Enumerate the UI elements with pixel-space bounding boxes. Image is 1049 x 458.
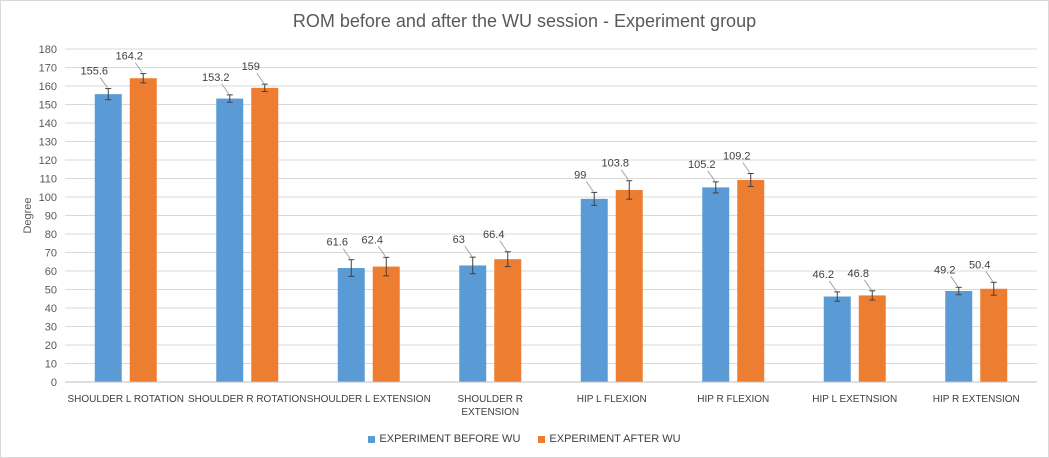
- legend-item-before: EXPERIMENT BEFORE WU: [368, 433, 520, 445]
- y-tick-label: 50: [45, 285, 57, 297]
- x-tick-label: SHOULDER L EXTENSION: [307, 394, 431, 405]
- y-tick-label: 170: [39, 63, 57, 75]
- legend-label-before: EXPERIMENT BEFORE WU: [379, 433, 521, 445]
- bar-after: [615, 189, 643, 382]
- y-tick-label: 90: [45, 211, 57, 223]
- data-label: 164.2: [115, 51, 143, 63]
- bar-before: [216, 98, 244, 382]
- x-tick-label: HIP L EXETNSION: [812, 394, 897, 405]
- bar-after: [129, 78, 157, 382]
- y-tick-label: 10: [45, 359, 57, 371]
- data-label-leader: [742, 162, 751, 173]
- data-label-leader: [499, 240, 508, 252]
- bar-before: [459, 265, 487, 382]
- data-label: 103.8: [601, 158, 629, 170]
- data-label: 153.2: [202, 72, 230, 84]
- data-label: 62.4: [362, 234, 383, 246]
- bar-after: [858, 295, 886, 382]
- y-tick-label: 100: [39, 192, 57, 204]
- bar-before: [337, 268, 365, 382]
- data-label-leader: [985, 270, 994, 282]
- y-tick-label: 60: [45, 266, 57, 278]
- data-label-leader: [828, 280, 837, 292]
- y-tick-label: 110: [39, 174, 57, 186]
- y-axis-label: Degree: [22, 197, 34, 233]
- data-label: 159: [242, 61, 260, 73]
- data-label-leader: [950, 275, 959, 287]
- y-tick-label: 160: [39, 81, 57, 93]
- data-label: 155.6: [80, 66, 108, 78]
- data-label-leader: [620, 169, 629, 181]
- data-label: 99: [574, 169, 586, 181]
- bar-after: [251, 87, 279, 382]
- legend: EXPERIMENT BEFORE WU EXPERIMENT AFTER WU: [1, 433, 1048, 445]
- y-tick-label: 0: [51, 377, 57, 389]
- y-tick-label: 30: [45, 322, 57, 334]
- data-label-leader: [256, 72, 265, 84]
- bar-before: [702, 187, 730, 382]
- bar-after: [494, 259, 522, 382]
- y-tick-label: 150: [39, 100, 57, 112]
- data-label: 61.6: [327, 237, 348, 249]
- legend-item-after: EXPERIMENT AFTER WU: [538, 433, 681, 445]
- x-tick-label: EXTENSION: [461, 407, 519, 418]
- x-tick-label: SHOULDER R ROTATION: [188, 394, 307, 405]
- bar-before: [823, 296, 851, 382]
- data-label: 66.4: [483, 229, 504, 241]
- data-label-leader: [221, 83, 230, 95]
- y-tick-label: 180: [39, 44, 57, 56]
- bar-after: [737, 179, 765, 382]
- y-tick-label: 80: [45, 229, 57, 241]
- y-tick-label: 140: [39, 118, 57, 130]
- bar-after: [980, 288, 1008, 382]
- data-label: 105.2: [688, 159, 716, 171]
- data-label-leader: [377, 246, 386, 257]
- bar-before: [945, 290, 973, 382]
- x-tick-label: SHOULDER R: [457, 394, 523, 405]
- data-label: 49.2: [934, 264, 955, 276]
- y-tick-label: 40: [45, 303, 57, 315]
- data-label: 50.4: [969, 259, 990, 271]
- legend-swatch-before: [368, 435, 376, 443]
- data-label: 109.2: [723, 151, 751, 163]
- bar-before: [94, 94, 122, 382]
- y-tick-label: 120: [39, 155, 57, 167]
- data-label-leader: [134, 62, 143, 73]
- legend-label-after: EXPERIMENT AFTER WU: [549, 433, 681, 445]
- data-label-leader: [863, 279, 872, 291]
- x-tick-label: SHOULDER L ROTATION: [68, 394, 185, 405]
- data-label-leader: [585, 181, 594, 192]
- bar-after: [372, 266, 400, 382]
- chart-title: ROM before and after the WU session - Ex…: [292, 11, 757, 31]
- data-label-leader: [342, 248, 351, 260]
- y-tick-label: 70: [45, 248, 57, 260]
- data-label-leader: [707, 170, 716, 182]
- y-tick-label: 130: [39, 137, 57, 149]
- data-label-leader: [99, 77, 108, 88]
- data-label: 63: [453, 234, 465, 246]
- bar-before: [580, 198, 608, 382]
- x-tick-label: HIP R FLEXION: [697, 394, 769, 405]
- legend-swatch-after: [538, 435, 546, 443]
- data-label-leader: [464, 245, 473, 257]
- data-label: 46.8: [848, 268, 869, 280]
- y-tick-label: 20: [45, 340, 57, 352]
- data-label: 46.2: [813, 269, 834, 281]
- x-tick-label: HIP R EXTENSION: [933, 394, 1020, 405]
- x-tick-label: HIP L FLEXION: [577, 394, 647, 405]
